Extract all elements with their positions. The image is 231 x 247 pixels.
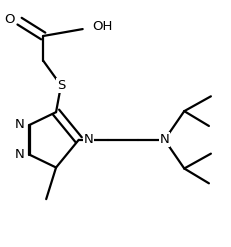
Text: N: N [159,133,169,146]
Text: N: N [83,133,93,146]
Text: S: S [57,79,65,92]
Text: O: O [4,13,15,26]
Text: OH: OH [92,20,112,33]
Text: N: N [15,148,24,161]
Text: N: N [15,119,24,131]
